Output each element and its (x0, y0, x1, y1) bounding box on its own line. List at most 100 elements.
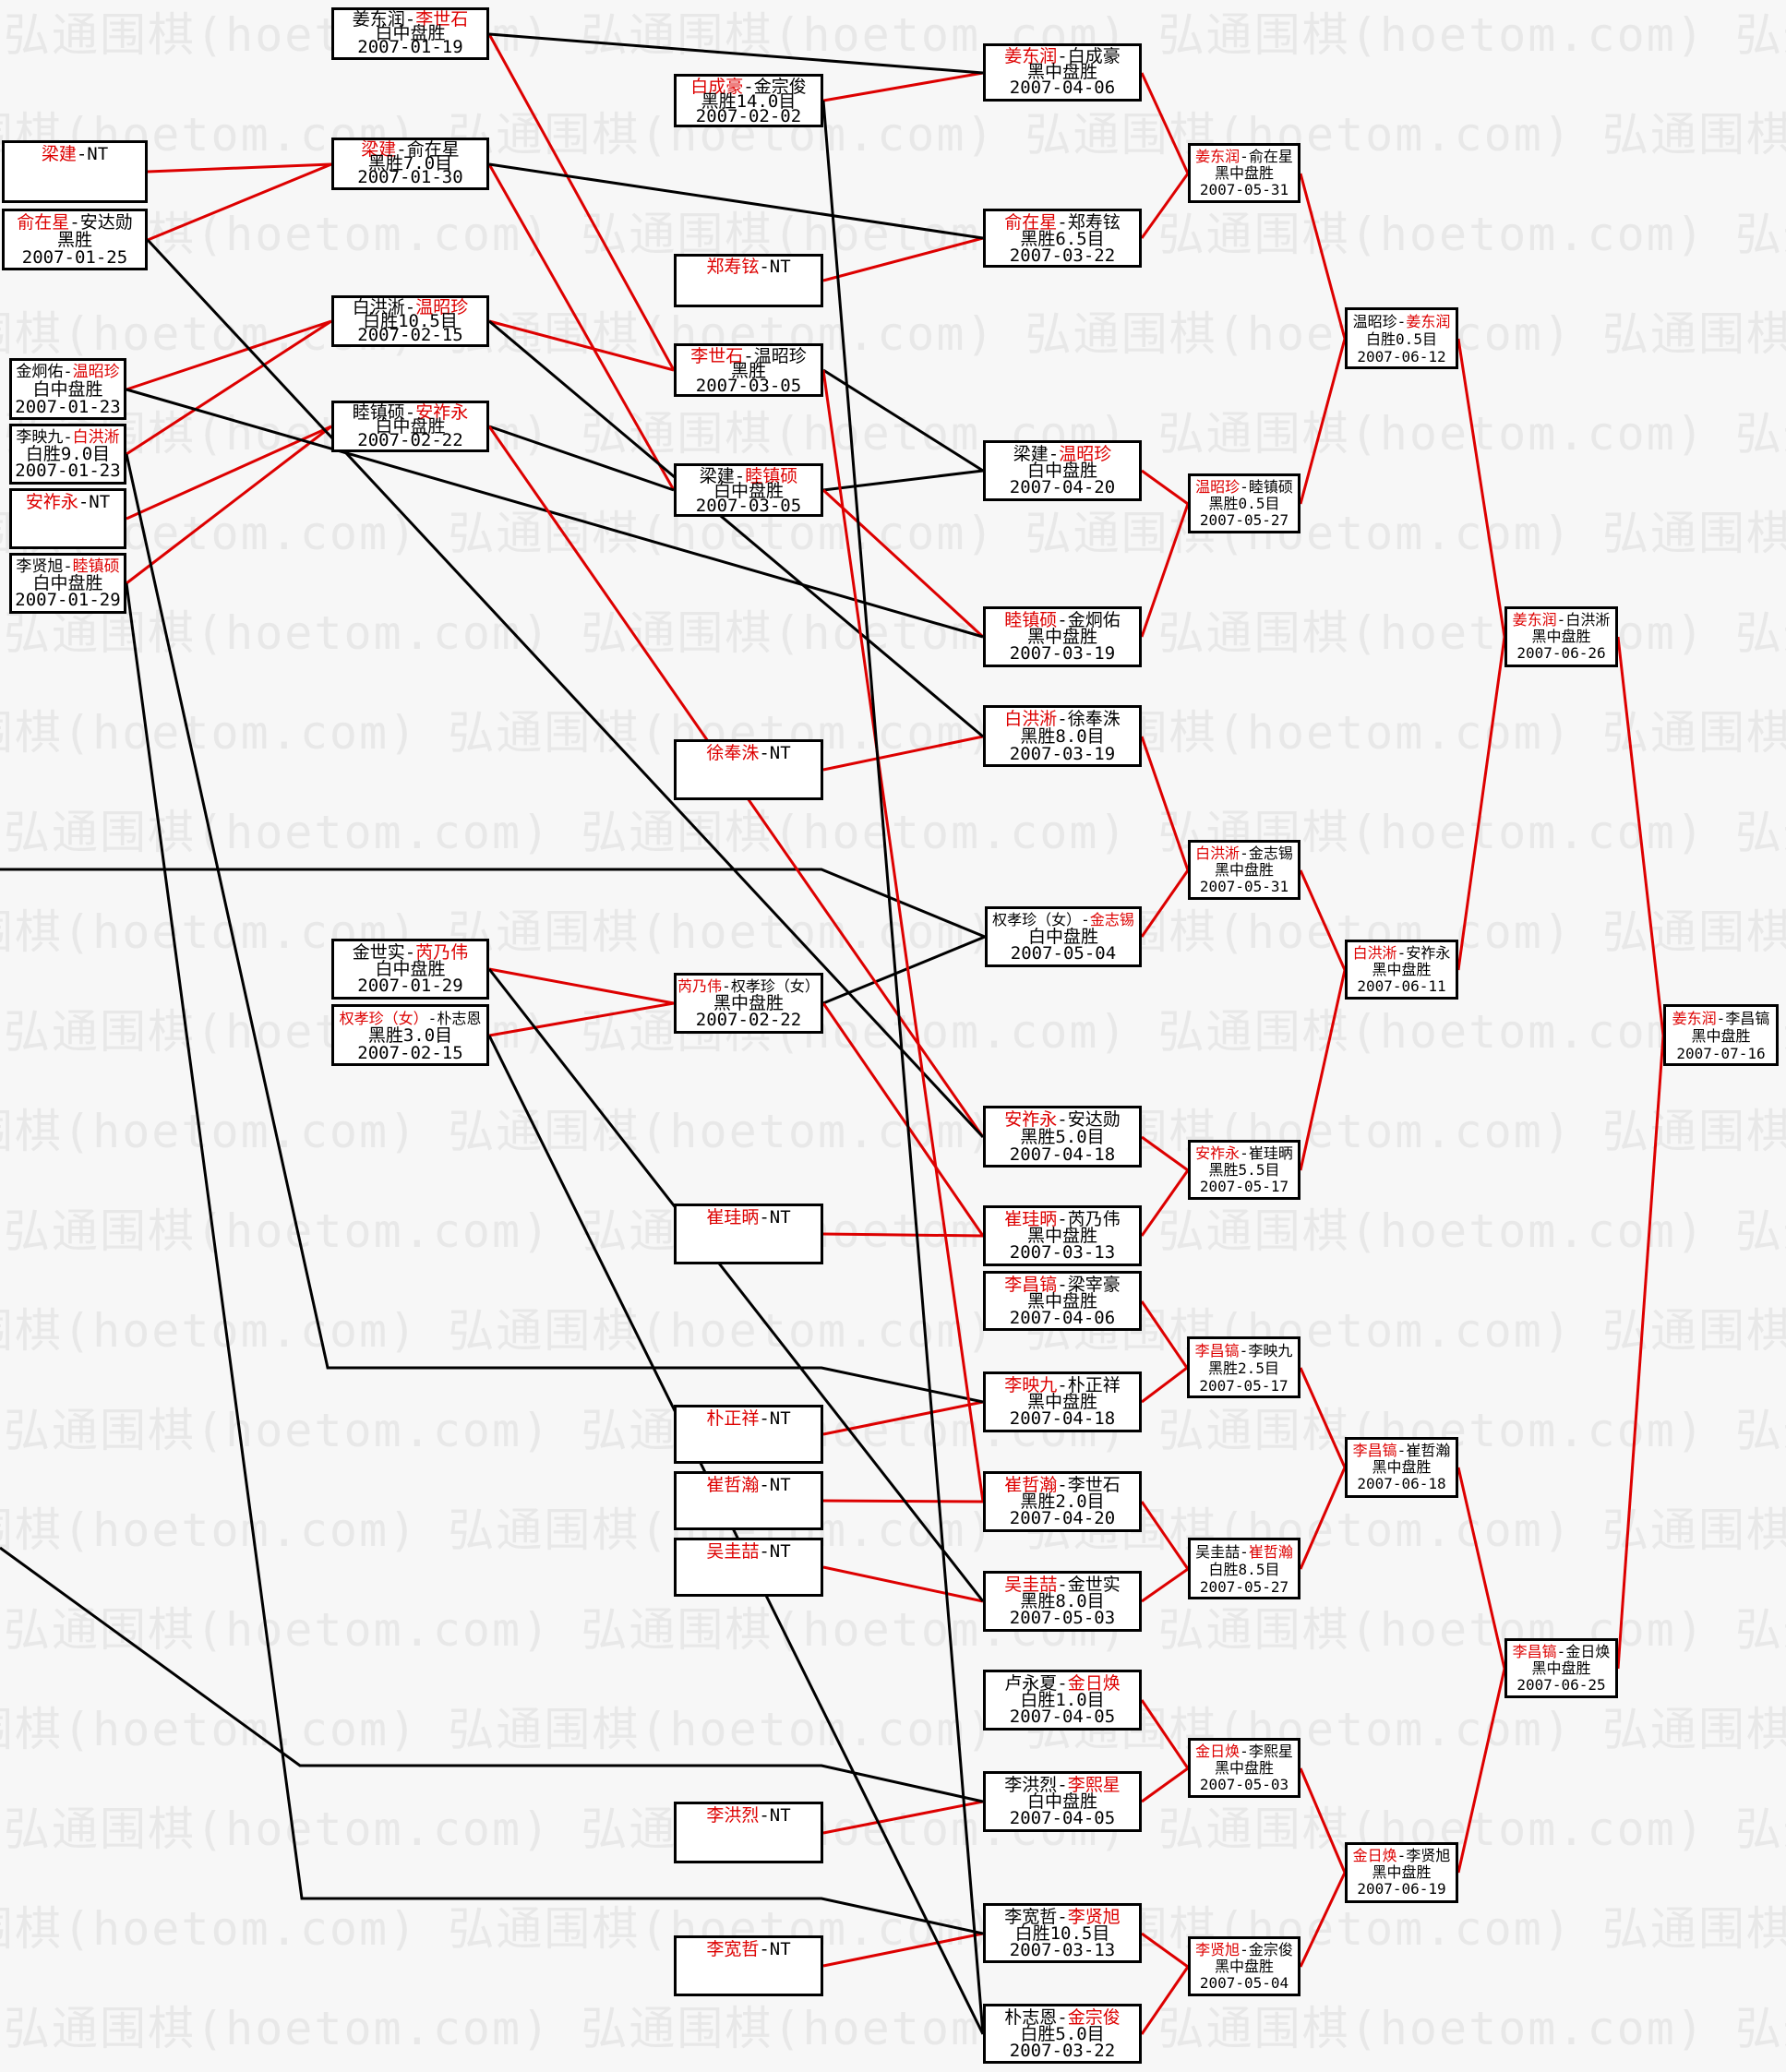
vs-dash: - (1057, 1575, 1068, 1595)
result-line: 黑胜0.5目 (1208, 495, 1280, 512)
match-box-D2: 梁建-温昭珍 白中盘胜 2007-04-20 (983, 440, 1142, 501)
players-line: 梁建-NT (5, 146, 145, 163)
players-line: 李昌镐-金日焕 (1507, 1644, 1615, 1660)
vs-dash: - (1057, 1907, 1068, 1927)
player-a: 梁建 (361, 139, 397, 160)
result-line: 黑中盘胜 (713, 993, 784, 1013)
vs-dash: - (759, 1207, 770, 1228)
winner-line (126, 425, 332, 521)
date-line: 2007-01-29 (15, 590, 121, 610)
player-a: 金炯佑 (16, 363, 64, 381)
match-box-D8: 李昌镐-梁宰豪 黑中盘胜 2007-04-06 (983, 1271, 1142, 1331)
result-line: 黑胜2.5目 (1208, 1359, 1279, 1377)
winner-line (821, 369, 985, 1503)
match-box-A2: 金炯佑-温昭珍 白中盘胜 2007-01-23 (9, 358, 126, 420)
winner-line (1141, 469, 1189, 506)
players-line: 金日焕-李贤旭 (1348, 1848, 1456, 1864)
players-line: 权孝珍（女）-朴志恩 (334, 1010, 486, 1027)
vs-dash: - (759, 1408, 770, 1429)
match-box-D15: 朴志恩-金宗俊 白胜5.0目 2007-03-22 (983, 2004, 1142, 2064)
loser-line (0, 868, 986, 939)
vs-dash: - (1240, 1743, 1249, 1760)
vs-dash: - (1057, 1209, 1068, 1229)
match-box-F0: 温昭珍-姜东润 白胜0.5目 2007-06-12 (1345, 307, 1458, 369)
winner-line (1140, 736, 1190, 871)
player-b: 金日焕 (1067, 1673, 1121, 1694)
player-a: 姜东润 (1672, 1010, 1717, 1027)
player-a: 梁建 (1013, 444, 1049, 464)
watermark-text: 弘通围棋(hoetom.com) 弘通围棋(hoetom.com) 弘通围棋(h… (0, 1902, 1786, 1956)
players-line: 姜东润-白成豪 (986, 48, 1139, 66)
vs-dash: - (404, 942, 416, 963)
player-a: 金日焕 (1195, 1743, 1241, 1760)
winner-line (488, 967, 675, 1005)
player-a: 俞在星 (1004, 212, 1058, 233)
vs-dash: - (1057, 709, 1068, 729)
watermark-text: 弘通围棋(hoetom.com) 弘通围棋(hoetom.com) 弘通围棋(h… (4, 806, 1786, 859)
players-line: 李宽哲-NT (677, 1941, 821, 1958)
players-line: 安祚永-安达勋 (986, 1111, 1139, 1129)
player-a: 李世石 (690, 346, 744, 366)
match-box-B2: 白洪淅-温昭珍 白胜10.5目 2007-02-15 (331, 295, 489, 347)
date-line: 2007-02-02 (695, 106, 802, 126)
match-box-E5: 吴圭喆-崔哲瀚 白胜8.5目 2007-05-27 (1188, 1538, 1301, 1599)
winner-line (822, 1232, 984, 1238)
watermark-text: 弘通围棋(hoetom.com) 弘通围棋(hoetom.com) 弘通围棋(h… (0, 1304, 1786, 1358)
result-line: 黑中盘胜 (1531, 628, 1591, 645)
players-line: 崔哲瀚-NT (677, 1477, 821, 1494)
vs-dash: - (1048, 444, 1060, 464)
player-b: 温昭珍 (72, 363, 120, 381)
watermark-text: 弘通围棋(hoetom.com) 弘通围棋(hoetom.com) 弘通围棋(h… (0, 1703, 1786, 1756)
date-line: 2007-03-22 (1009, 246, 1116, 266)
winner-line (822, 1800, 984, 1835)
match-box-A1: 俞在星-安达勋 黑胜 2007-01-25 (2, 209, 148, 270)
players-line: 李洪烈-NT (677, 1807, 821, 1825)
vs-dash: - (404, 402, 416, 423)
winner-line (126, 319, 332, 456)
winner-line (822, 735, 984, 772)
date-line: 2007-03-19 (1009, 643, 1116, 664)
match-box-C6: 崔珪昞-NT (674, 1204, 823, 1264)
vs-dash: - (743, 77, 754, 97)
result-line: 黑中盘胜 (1372, 1458, 1432, 1476)
player-b: 俞在星 (406, 139, 460, 160)
player-a: 俞在星 (17, 212, 70, 233)
match-box-A0: 梁建-NT (2, 140, 148, 203)
date-line: 2007-05-17 (1199, 1377, 1289, 1395)
match-box-B0: 姜东润-李世石 白中盘胜 2007-01-19 (331, 7, 489, 60)
winner-line (147, 162, 332, 174)
match-box-A5: 李贤旭-睦镇硕 白中盘胜 2007-01-29 (9, 553, 126, 614)
player-a: 吴圭喆 (1195, 1543, 1241, 1561)
winner-line (487, 33, 676, 371)
result-line: 白胜8.5目 (1208, 1561, 1280, 1578)
players-line: 李贤旭-睦镇硕 (12, 558, 124, 575)
vs-dash: - (1240, 148, 1249, 165)
vs-dash: - (759, 1541, 770, 1562)
match-box-A4: 安祚永-NT (9, 488, 126, 549)
date-line: 2007-01-19 (357, 37, 463, 57)
match-box-B4: 金世实-芮乃伟 白中盘胜 2007-01-29 (331, 939, 489, 1000)
player-b: 金志锡 (1089, 911, 1134, 928)
result-line: 黑中盘胜 (1372, 1863, 1432, 1881)
match-box-E3: 安祚永-崔珪昞 黑胜5.5目 2007-05-17 (1188, 1140, 1301, 1200)
players-line: 俞在星-安达勋 (5, 214, 145, 232)
result-line: 黑中盘胜 (1214, 164, 1274, 182)
match-box-D7: 崔珪昞-芮乃伟 黑中盘胜 2007-03-13 (983, 1205, 1142, 1266)
result-line: 黑中盘胜 (1026, 1226, 1097, 1246)
player-b: 白洪淅 (1565, 611, 1611, 629)
player-a: 金世实 (352, 942, 405, 963)
loser-line (822, 469, 984, 492)
players-line: 芮乃伟-权孝珍（女） (677, 978, 821, 995)
match-box-D1: 俞在星-郑寿铉 黑胜6.5目 2007-03-22 (983, 209, 1142, 268)
player-a: 姜东润 (352, 9, 405, 30)
date-line: 2007-05-27 (1199, 1578, 1289, 1596)
date-line: 2007-03-13 (1009, 1242, 1116, 1263)
match-box-D5: 权孝珍（女）-金志锡 白中盘胜 2007-05-04 (985, 906, 1142, 967)
date-line: 2007-05-31 (1199, 181, 1289, 198)
players-line: 吴圭喆-崔哲瀚 (1191, 1543, 1298, 1561)
player-a: 李昌镐 (1352, 1442, 1397, 1459)
match-box-C5: 芮乃伟-权孝珍（女） 黑中盘胜 2007-02-22 (674, 973, 823, 1034)
player-a: 吴圭喆 (1004, 1575, 1058, 1595)
players-line: 安祚永-NT (12, 494, 124, 511)
